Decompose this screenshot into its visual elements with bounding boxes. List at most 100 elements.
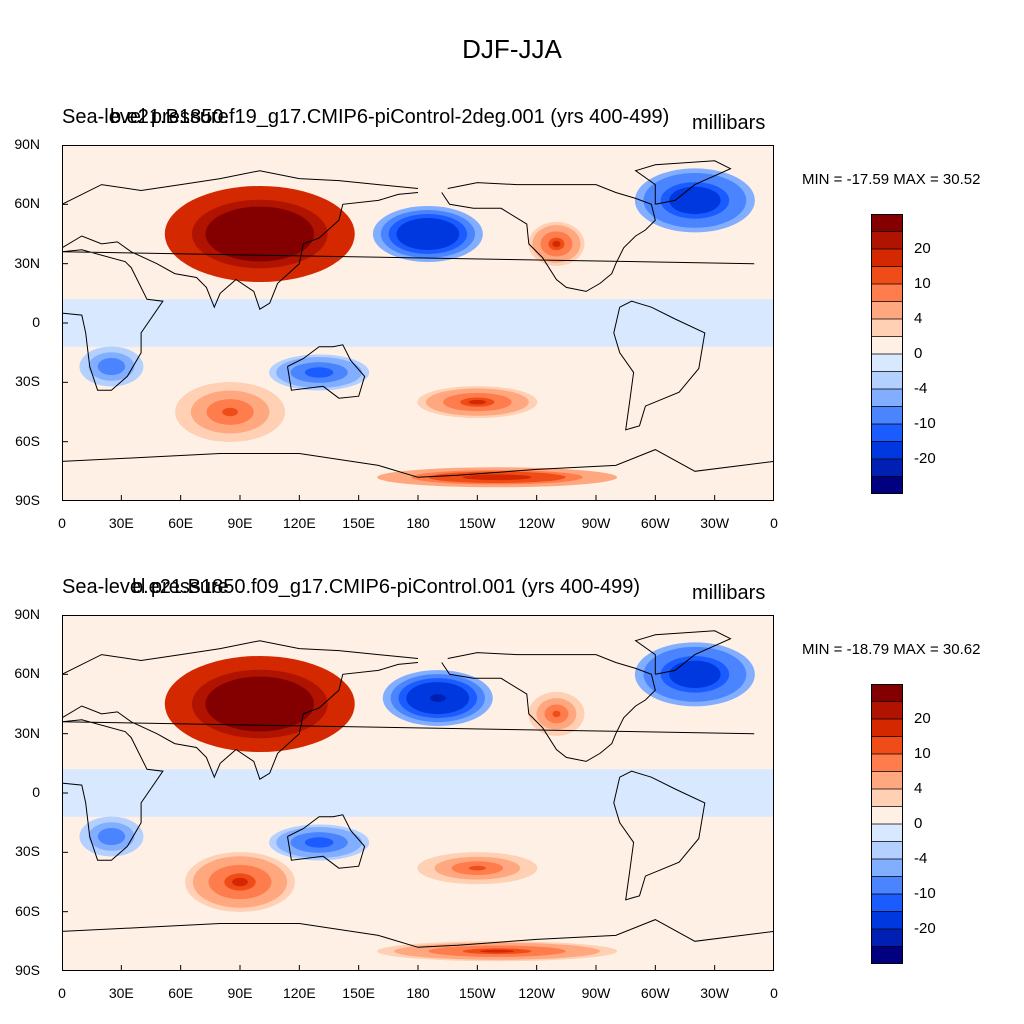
x-tick-label: 0 (58, 515, 66, 531)
colorbar-label: 4 (914, 780, 923, 797)
coastline (62, 719, 755, 861)
coastline (441, 182, 656, 292)
x-tick-label: 0 (770, 985, 778, 1001)
coastline (62, 170, 419, 205)
x-tick-label: 90E (227, 515, 253, 531)
colorbar-swatch (871, 771, 903, 790)
colorbar-swatch (871, 476, 903, 494)
contour-band (246, 227, 274, 241)
coastline (62, 662, 419, 780)
x-tick-label: 150E (342, 515, 375, 531)
colorbar-swatch (871, 876, 903, 895)
y-tick-label: 60S (15, 902, 40, 919)
x-tick-label: 30E (108, 515, 134, 531)
coastline (613, 770, 706, 901)
colorbar-label: -10 (914, 415, 936, 432)
colorbar-swatch (871, 336, 903, 355)
colorbar-swatch (871, 736, 903, 755)
contour-band (246, 697, 274, 711)
x-tick-label: 90W (581, 515, 611, 531)
contour-band (106, 833, 117, 840)
x-tick-label: 30W (700, 985, 730, 1001)
y-tick-label: 90S (15, 962, 40, 978)
x-tick-label: 90W (581, 985, 611, 1001)
case-label: b.e21.B1850.f09_g17.CMIP6-piControl.001 … (132, 576, 641, 598)
colorbar-label: 10 (914, 745, 931, 762)
contour-map (62, 615, 774, 971)
colorbar-swatch (871, 354, 903, 372)
colorbar-swatch (871, 859, 903, 877)
colorbar-swatch (871, 754, 903, 772)
y-tick-label: 30N (14, 254, 40, 271)
colorbar-frame (871, 214, 903, 494)
variable-label: Sea-level pressure (62, 106, 229, 128)
colorbar-label: 20 (914, 240, 931, 257)
colorbar-swatch (871, 894, 903, 912)
colorbar-label: -10 (914, 885, 936, 902)
contour-band (62, 769, 774, 817)
contour-band (311, 839, 327, 846)
x-tick-label: 150W (459, 515, 496, 531)
min-max-label: MIN = -18.79 MAX = 30.62 (802, 641, 981, 658)
x-tick-label: 60W (640, 985, 670, 1001)
colorbar-swatch (871, 406, 903, 425)
colorbar-swatch (871, 266, 903, 285)
x-tick-label: 120E (282, 515, 316, 531)
x-tick-label: 180 (406, 515, 430, 531)
y-tick-label: 90N (14, 606, 40, 622)
contour-band (429, 694, 446, 703)
colorbar-swatch (871, 389, 903, 407)
colorbar (871, 214, 903, 494)
contour-band (420, 230, 436, 238)
units-label: millibars (692, 112, 766, 134)
x-tick-label: 30E (108, 985, 134, 1001)
y-tick-label: 0 (32, 784, 40, 800)
colorbar-swatch (871, 371, 903, 390)
y-tick-label: 60N (14, 195, 40, 212)
colorbar-swatch (871, 946, 903, 964)
coastline (62, 919, 774, 948)
contour-band (479, 475, 515, 479)
x-tick-label: 180 (406, 985, 430, 1001)
x-tick-label: 60W (640, 515, 670, 531)
units-label: millibars (692, 582, 766, 604)
case-label: b.e21.B1850.f19_g17.CMIP6-piControl-2deg… (110, 106, 670, 128)
y-tick-label: 0 (32, 314, 40, 330)
coastline (634, 630, 732, 675)
colorbar-swatch (871, 284, 903, 302)
y-tick-label: 90S (15, 492, 40, 508)
variable-label: Sea-level pressure (62, 576, 229, 598)
contour-band (552, 240, 561, 248)
colorbar-label: 0 (914, 345, 923, 362)
colorbar-swatch (871, 231, 903, 250)
coastline (62, 449, 774, 478)
colorbar-svg (871, 214, 903, 494)
colorbar-swatch (871, 301, 903, 320)
coastline (62, 640, 419, 675)
colorbar-frame (871, 684, 903, 964)
x-tick-label: 60E (168, 985, 194, 1001)
contour-band (62, 299, 774, 347)
contour-band (222, 407, 238, 417)
contour-band (552, 710, 561, 718)
colorbar-swatch (871, 701, 903, 720)
figure-title: DJF-JJA (462, 34, 562, 64)
colorbar-swatch (871, 424, 903, 442)
colorbar-label: 10 (914, 275, 931, 292)
contour-band (686, 669, 704, 679)
colorbar-swatch (871, 929, 903, 947)
colorbar-swatch (871, 719, 903, 737)
coastline (441, 652, 656, 762)
coastline (613, 300, 706, 431)
x-tick-label: 30W (700, 515, 730, 531)
x-tick-label: 150E (342, 985, 375, 1001)
coastline (62, 192, 419, 310)
x-tick-label: 0 (770, 515, 778, 531)
map-svg (62, 145, 774, 501)
colorbar-swatch (871, 214, 903, 232)
x-tick-label: 120E (282, 985, 316, 1001)
x-tick-label: 120W (518, 515, 555, 531)
colorbar-swatch (871, 789, 903, 807)
colorbar-label: 4 (914, 310, 923, 327)
contour-map (62, 145, 774, 501)
